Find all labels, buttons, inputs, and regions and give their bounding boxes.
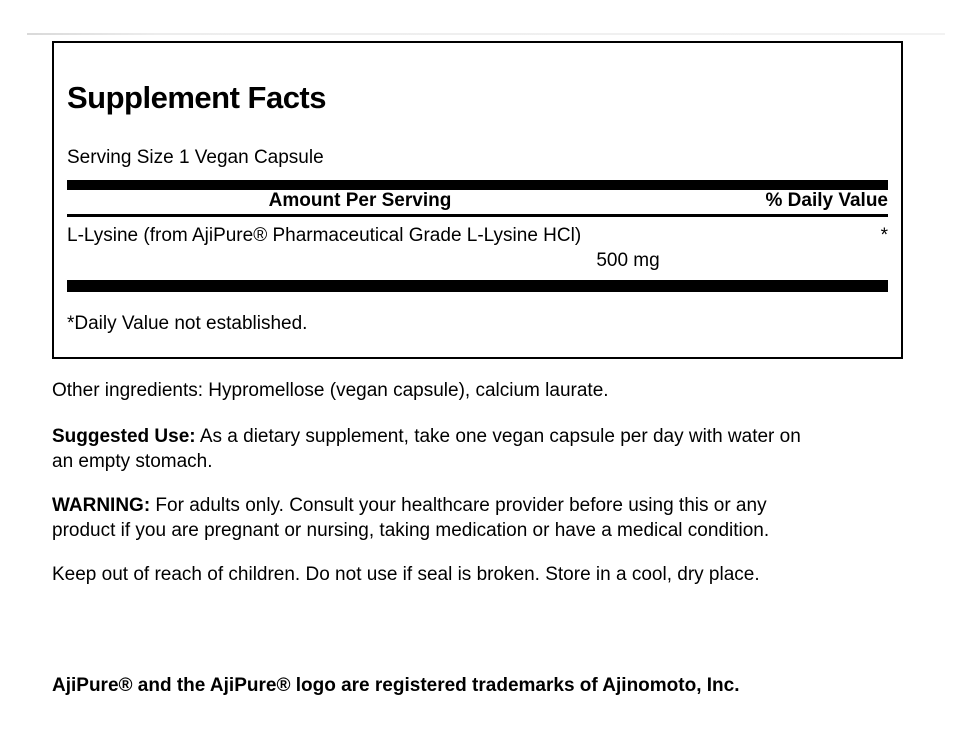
divider-bar-top bbox=[67, 180, 888, 190]
column-header-amount-per-serving: Amount Per Serving bbox=[268, 190, 452, 211]
ingredient-row: L-Lysine (from AjiPure® Pharmaceutical G… bbox=[67, 225, 888, 248]
storage-instructions-text: Keep out of reach of children. Do not us… bbox=[52, 564, 760, 585]
scan-artifact-line bbox=[27, 33, 945, 35]
header-rule bbox=[67, 214, 888, 217]
ingredient-amount: 500 mg bbox=[596, 250, 660, 271]
warning-text: For adults only. Consult your healthcare… bbox=[52, 495, 770, 541]
daily-value-footnote: *Daily Value not established. bbox=[67, 313, 308, 334]
warning-label: WARNING: bbox=[52, 495, 151, 516]
serving-size-text: Serving Size 1 Vegan Capsule bbox=[67, 147, 324, 168]
column-header-daily-value: % Daily Value bbox=[765, 190, 888, 211]
divider-bar-bottom bbox=[67, 280, 888, 292]
suggested-use-paragraph: Suggested Use: As a dietary supplement, … bbox=[52, 425, 906, 474]
ingredient-name: L-Lysine (from AjiPure® Pharmaceutical G… bbox=[67, 225, 582, 246]
suggested-use-label: Suggested Use: bbox=[52, 426, 196, 447]
suggested-use-text: As a dietary supplement, take one vegan … bbox=[52, 426, 801, 472]
ingredient-amount-row: 500 mg bbox=[67, 250, 888, 274]
warning-paragraph: WARNING: For adults only. Consult your h… bbox=[52, 494, 906, 543]
other-ingredients-text: Other ingredients: Hypromellose (vegan c… bbox=[52, 380, 609, 401]
trademark-notice-text: AjiPure® and the AjiPure® logo are regis… bbox=[52, 675, 740, 696]
supplement-facts-panel: Supplement Facts Serving Size 1 Vegan Ca… bbox=[52, 41, 903, 359]
ingredient-daily-value: * bbox=[880, 225, 888, 246]
panel-title: Supplement Facts bbox=[67, 80, 327, 115]
